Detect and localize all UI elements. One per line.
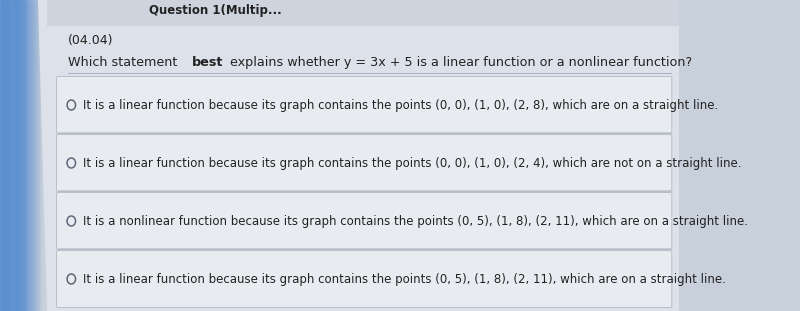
Bar — [27, 0, 29, 311]
Text: (04.04): (04.04) — [68, 34, 114, 47]
Bar — [55, 0, 56, 311]
Bar — [11, 0, 13, 311]
Bar — [34, 0, 36, 311]
Bar — [52, 0, 54, 311]
Bar — [6, 0, 7, 311]
Bar — [3, 0, 4, 311]
Bar — [38, 0, 39, 311]
Bar — [23, 0, 25, 311]
Bar — [57, 0, 58, 311]
Bar — [58, 0, 59, 311]
Polygon shape — [38, 0, 679, 311]
Bar — [33, 0, 34, 311]
Bar — [46, 0, 679, 26]
Bar — [5, 0, 6, 311]
Bar — [7, 0, 9, 311]
Bar — [49, 0, 50, 311]
Bar — [54, 0, 55, 311]
Bar — [51, 0, 52, 311]
Bar — [40, 0, 41, 311]
FancyBboxPatch shape — [57, 134, 672, 192]
Bar — [1, 0, 2, 311]
Bar — [25, 0, 26, 311]
Bar — [42, 0, 44, 311]
Text: explains whether y = 3x + 5 is a linear function or a nonlinear function?: explains whether y = 3x + 5 is a linear … — [226, 56, 693, 69]
Bar — [8, 0, 10, 311]
Bar — [37, 0, 38, 311]
FancyBboxPatch shape — [57, 193, 672, 249]
Bar — [16, 0, 18, 311]
Bar — [48, 0, 49, 311]
Bar — [31, 0, 33, 311]
Text: It is a linear function because its graph contains the points (0, 0), (1, 0), (2: It is a linear function because its grap… — [83, 156, 742, 169]
Bar — [4, 0, 6, 311]
Bar — [9, 0, 10, 311]
Bar — [36, 0, 37, 311]
FancyBboxPatch shape — [57, 250, 672, 308]
Bar — [41, 0, 42, 311]
Bar — [22, 0, 24, 311]
Bar — [0, 0, 2, 311]
Bar — [34, 0, 35, 311]
Text: It is a linear function because its graph contains the points (0, 0), (1, 0), (2: It is a linear function because its grap… — [83, 99, 718, 112]
Bar — [38, 0, 40, 311]
Bar — [30, 0, 32, 311]
Text: It is a nonlinear function because its graph contains the points (0, 5), (1, 8),: It is a nonlinear function because its g… — [83, 215, 748, 228]
Text: best: best — [192, 56, 223, 69]
Bar — [29, 0, 30, 311]
Bar — [15, 0, 17, 311]
Bar — [56, 0, 58, 311]
Text: It is a linear function because its graph contains the points (0, 5), (1, 8), (2: It is a linear function because its grap… — [83, 272, 726, 285]
Bar — [26, 0, 28, 311]
Bar — [12, 0, 14, 311]
Bar — [2, 0, 3, 311]
Text: Which statement: Which statement — [68, 56, 182, 69]
Bar — [10, 0, 11, 311]
Bar — [19, 0, 21, 311]
Bar — [45, 0, 46, 311]
Bar — [59, 0, 60, 311]
Bar — [53, 0, 54, 311]
Bar — [42, 0, 43, 311]
Bar — [50, 0, 51, 311]
Bar — [44, 0, 45, 311]
Bar — [20, 0, 22, 311]
Bar — [60, 0, 62, 311]
FancyBboxPatch shape — [57, 77, 672, 133]
Bar — [18, 0, 20, 311]
Bar — [30, 0, 31, 311]
Text: Question 1(Multip...: Question 1(Multip... — [149, 4, 282, 17]
Bar — [47, 0, 48, 311]
Bar — [46, 0, 47, 311]
Bar — [14, 0, 15, 311]
